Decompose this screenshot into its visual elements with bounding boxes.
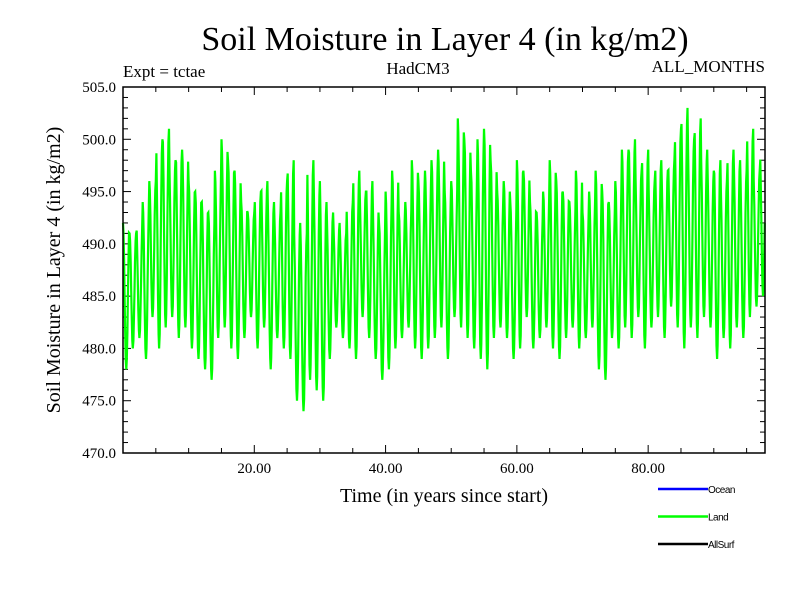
- y-tick-label: 495.0: [82, 185, 116, 201]
- y-tick-label: 505.0: [82, 80, 116, 96]
- legend-label-ocean: Ocean: [708, 485, 735, 496]
- x-tick-label: 20.00: [237, 461, 271, 477]
- x-tick-label: 60.00: [500, 461, 534, 477]
- y-axis-label: Soil Moisture in Layer 4 (in kg/m2): [43, 127, 65, 414]
- model-label: HadCM3: [386, 59, 449, 78]
- y-tick-label: 490.0: [82, 237, 116, 253]
- y-tick-label: 480.0: [82, 341, 116, 357]
- months-label: ALL_MONTHS: [652, 57, 765, 76]
- chart-title: Soil Moisture in Layer 4 (in kg/m2): [201, 21, 688, 58]
- experiment-label: Expt = tctae: [123, 62, 205, 81]
- legend-label-land: Land: [708, 513, 728, 524]
- y-tick-label: 475.0: [82, 394, 116, 410]
- x-axis-label: Time (in years since start): [340, 485, 548, 507]
- plot-frame: [122, 86, 766, 454]
- y-tick-label: 485.0: [82, 289, 116, 305]
- x-tick-label: 40.00: [369, 461, 403, 477]
- y-tick-label: 500.0: [82, 132, 116, 148]
- y-tick-label: 470.0: [82, 446, 116, 462]
- legend-label-allsurf: AllSurf: [708, 540, 735, 551]
- x-tick-label: 80.00: [631, 461, 665, 477]
- series-line-land: [121, 107, 766, 412]
